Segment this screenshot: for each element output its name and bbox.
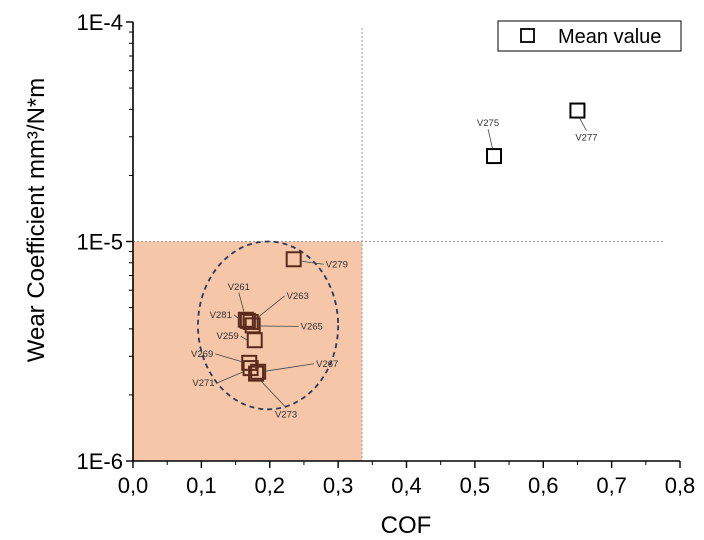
x-tick-label: 0,8 xyxy=(665,473,696,498)
label-leader-v275 xyxy=(487,128,493,149)
x-tick-label: 0,6 xyxy=(528,473,559,498)
point-label-v263: V263 xyxy=(287,291,309,302)
label-leader-v261 xyxy=(238,292,245,312)
point-label-v267: V267 xyxy=(316,359,338,370)
data-point-v277 xyxy=(569,102,586,119)
legend-marker xyxy=(520,28,535,43)
label-leader-v279 xyxy=(301,260,324,265)
point-label-v277: V277 xyxy=(575,133,597,144)
label-leader-v263 xyxy=(258,295,285,318)
x-axis-title: COF xyxy=(381,512,432,539)
x-tick-label: 0,2 xyxy=(254,473,285,498)
data-point-v263 xyxy=(242,313,259,330)
legend: Mean value xyxy=(497,20,682,52)
point-label-v275: V275 xyxy=(477,118,499,129)
x-tick-label: 0,0 xyxy=(118,473,149,498)
point-label-v259: V259 xyxy=(217,331,239,342)
y-axis-title: Wear Coefficient mm³/N*m xyxy=(23,78,50,363)
y-tick-label: 1E-6 xyxy=(77,449,123,474)
point-label-v265: V265 xyxy=(301,321,323,332)
legend-label: Mean value xyxy=(558,26,661,48)
point-label-v279: V279 xyxy=(326,259,348,270)
x-tick-label: 0,3 xyxy=(323,473,354,498)
x-tick-label: 0,5 xyxy=(460,473,491,498)
data-point-v275 xyxy=(486,148,503,165)
x-ticks: 0,0 0,1 0,2 0,3 0,4 0,5 0,6 0,7 0,8 xyxy=(118,461,696,498)
point-label-v281: V281 xyxy=(210,310,232,321)
label-leader-v277 xyxy=(579,118,587,131)
x-tick-label: 0,7 xyxy=(596,473,627,498)
point-label-v271: V271 xyxy=(192,378,214,389)
x-tick-label: 0,4 xyxy=(391,473,422,498)
x-tick-label: 0,1 xyxy=(186,473,217,498)
data-point-v281 xyxy=(239,312,256,329)
label-leaders xyxy=(215,118,587,408)
point-label-v269: V269 xyxy=(191,349,213,360)
legend-box xyxy=(497,20,682,52)
label-leader-v267 xyxy=(266,363,315,372)
label-leader-v273 xyxy=(261,381,287,408)
y-tick-label: 1E-5 xyxy=(77,230,123,255)
y-tick-label: 1E-4 xyxy=(77,10,123,35)
data-point-v259 xyxy=(246,332,263,349)
data-point-v279 xyxy=(285,251,302,268)
cluster-ellipse xyxy=(197,240,340,411)
y-ticks: 1E-6 1E-5 1E-4 xyxy=(77,10,133,474)
point-label-v261: V261 xyxy=(228,282,250,293)
shaded-region xyxy=(133,241,363,461)
data-point-v273 xyxy=(248,365,265,382)
point-label-v273: V273 xyxy=(275,410,297,421)
label-leader-v259 xyxy=(240,335,247,341)
data-point-v267 xyxy=(250,363,267,380)
data-markers xyxy=(237,102,586,382)
label-leader-v269 xyxy=(215,353,242,362)
point-labels: V275 V277 V279 V261 V263 V281 V265 V259 V269 V271… xyxy=(191,118,597,421)
label-leader-v271 xyxy=(216,371,243,384)
